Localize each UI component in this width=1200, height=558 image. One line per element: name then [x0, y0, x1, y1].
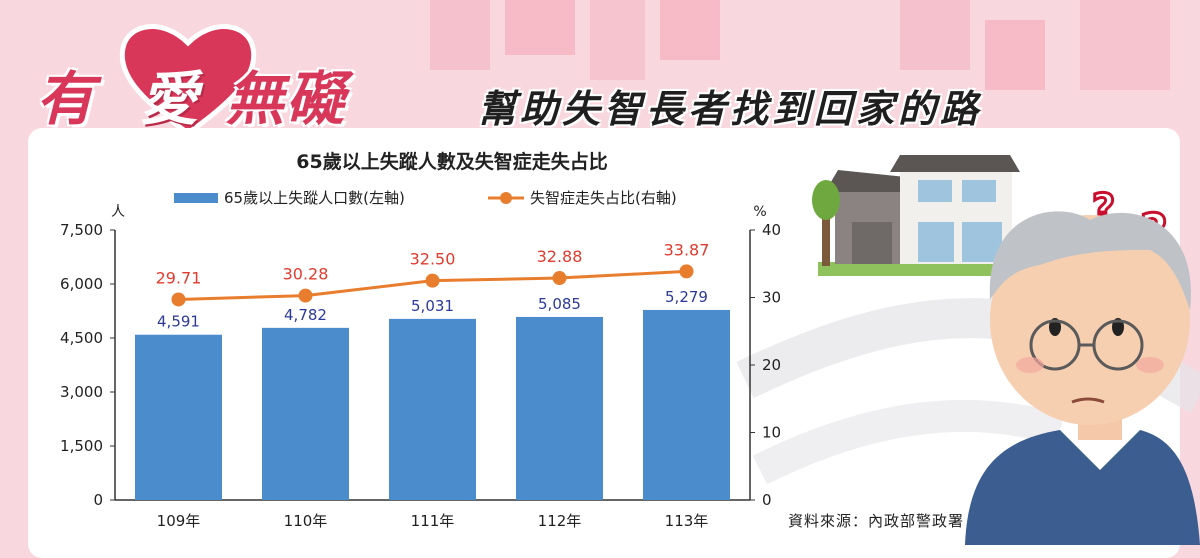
y-left-tick-label: 6,000 — [60, 275, 103, 293]
line-point — [171, 292, 186, 307]
bar — [135, 334, 222, 500]
bar-data-label: 4,591 — [157, 313, 200, 331]
line-data-label: 30.28 — [283, 265, 329, 284]
x-tick-label: 110年 — [284, 512, 328, 530]
illustration: ? ? — [736, 155, 1200, 545]
bar — [516, 316, 603, 500]
legend-line-label: 失智症走失占比(右軸) — [530, 189, 677, 207]
house-icon — [812, 155, 1020, 276]
subtitle: 幫助失智長者找到回家的路 — [478, 87, 983, 131]
background-decoration — [430, 0, 1170, 90]
heart-icon — [119, 24, 257, 137]
line-point — [425, 273, 440, 288]
chart-title: 65歲以上失蹤人數及失智症走失占比 — [296, 150, 607, 173]
y-right-tick-label: 40 — [762, 221, 781, 239]
y-right-tick-label: 0 — [762, 491, 772, 509]
bar-data-label: 5,031 — [411, 297, 454, 315]
bar-data-label: 5,085 — [538, 295, 581, 313]
x-tick-label: 113年 — [665, 512, 709, 530]
y-right-unit: % — [753, 204, 766, 220]
legend-line-marker — [500, 192, 512, 204]
y-left-unit: 人 — [111, 204, 125, 220]
y-right-tick-label: 30 — [762, 289, 781, 307]
line-data-label: 32.88 — [537, 247, 583, 266]
source-note: 資料來源：內政部警政署 — [788, 512, 965, 530]
title-heart-word: 愛 — [140, 65, 199, 133]
y-right-tick-label: 20 — [762, 356, 781, 374]
combo-chart: 65歲以上失蹤人數及失智症走失占比 65歲以上失蹤人口數(左軸) 失智症走失占比… — [60, 150, 781, 530]
y-left-tick-label: 0 — [93, 491, 103, 509]
line-data-label: 33.87 — [664, 240, 710, 259]
y-left-tick-label: 7,500 — [60, 221, 103, 239]
title-main: 有 無礙 — [36, 52, 346, 136]
line-data-label: 32.50 — [410, 250, 456, 269]
y-right-tick-label: 10 — [762, 424, 781, 442]
legend-bar-swatch — [174, 193, 218, 203]
bar-data-label: 5,279 — [665, 288, 708, 306]
legend: 65歲以上失蹤人口數(左軸) 失智症走失占比(右軸) — [174, 189, 677, 207]
y-left-tick-label: 4,500 — [60, 329, 103, 347]
bar-data-label: 4,782 — [284, 306, 327, 324]
legend-bar-label: 65歲以上失蹤人口數(左軸) — [224, 189, 405, 207]
bar — [262, 327, 349, 500]
bar — [643, 309, 730, 500]
x-tick-label: 109年 — [157, 512, 201, 530]
line-point — [679, 264, 694, 279]
y-left-tick-label: 3,000 — [60, 383, 103, 401]
line-point — [552, 271, 567, 286]
bar — [389, 318, 476, 500]
title-part2: 無礙 — [226, 65, 347, 133]
line-data-label: 29.71 — [156, 268, 202, 287]
elderly-man-icon — [965, 211, 1200, 545]
x-tick-label: 112年 — [538, 512, 582, 530]
line-point — [298, 288, 313, 303]
header: 有 無礙 愛 幫助失智長者找到回家的路 — [0, 0, 1200, 137]
x-tick-label: 111年 — [411, 512, 455, 530]
y-left-tick-label: 1,500 — [60, 437, 103, 455]
title-part1: 有 — [36, 65, 97, 133]
